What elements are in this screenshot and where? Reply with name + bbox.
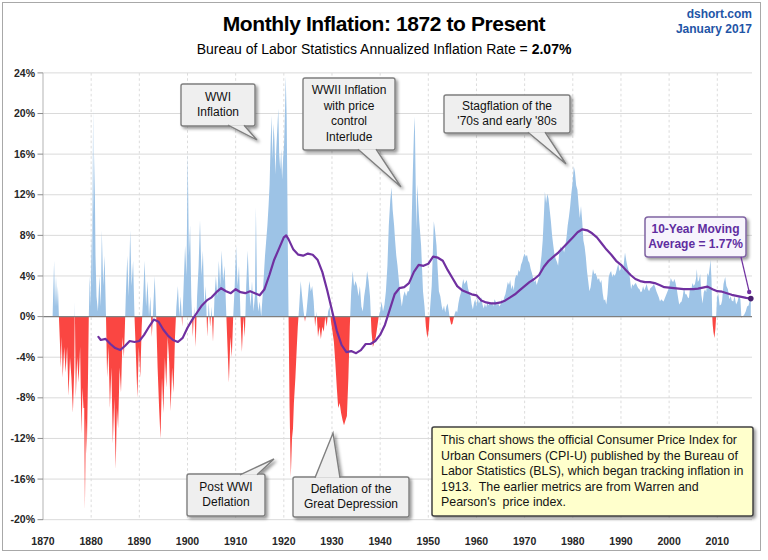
annotation-text: with price — [324, 99, 375, 115]
svg-text:0%: 0% — [20, 310, 36, 322]
chart-title: Monthly Inflation: 1872 to Present — [0, 12, 768, 36]
annotation-stagflation: Stagflation of the '70s and early '80s — [444, 95, 570, 133]
chart-subtitle-text: Bureau of Labor Statistics Annualized In… — [197, 41, 532, 57]
annotation-text: Average = 1.77% — [648, 237, 743, 253]
chart-subtitle-value: 2.07% — [532, 41, 572, 57]
svg-text:1880: 1880 — [80, 535, 104, 547]
annotation-text: control — [331, 114, 367, 130]
annotation-wwi-inflation: WWI Inflation — [181, 84, 255, 126]
annotation-text: Pearson's price index. — [441, 495, 566, 511]
svg-text:1900: 1900 — [176, 535, 200, 547]
svg-text:-4%: -4% — [16, 351, 35, 363]
annotation-text: Stagflation of the — [462, 99, 552, 115]
chart-page: 24% 20% 16% 12% 8% 4% 0% -4% -8% -12% -16% -20% 1870… — [0, 0, 768, 560]
svg-text:-8%: -8% — [16, 391, 35, 403]
svg-text:4%: 4% — [20, 270, 36, 282]
annotation-text: Deflation of the — [311, 482, 392, 498]
svg-text:1870: 1870 — [31, 535, 55, 547]
svg-text:12%: 12% — [14, 188, 36, 200]
svg-text:8%: 8% — [20, 229, 36, 241]
svg-text:1920: 1920 — [272, 535, 296, 547]
svg-text:1890: 1890 — [128, 535, 152, 547]
svg-text:1940: 1940 — [368, 535, 392, 547]
annotation-text: WWII Inflation — [312, 83, 387, 99]
svg-text:24%: 24% — [14, 67, 36, 79]
svg-text:20%: 20% — [14, 107, 36, 119]
annotation-text: Labor Statistics (BLS), which began trac… — [441, 464, 743, 480]
source-block: dshort.com January 2017 — [676, 7, 752, 37]
source-site: dshort.com — [676, 7, 752, 22]
svg-text:1980: 1980 — [561, 535, 585, 547]
annotation-text: This chart shows the official Consumer P… — [441, 433, 737, 449]
annotation-great-depression-deflation: Deflation of the Great Depression — [293, 477, 409, 517]
svg-text:1910: 1910 — [224, 535, 248, 547]
svg-text:-16%: -16% — [10, 473, 35, 485]
svg-text:1960: 1960 — [465, 535, 489, 547]
svg-text:16%: 16% — [14, 148, 36, 160]
annotation-text: '70s and early '80s — [457, 114, 556, 130]
svg-text:1930: 1930 — [320, 535, 344, 547]
annotation-post-wwi-deflation: Post WWI Deflation — [187, 474, 265, 516]
annotation-text: 10-Year Moving — [651, 222, 739, 238]
annotation-text: Interlude — [326, 130, 373, 146]
annotation-text: WWI — [205, 90, 231, 106]
annotation-text: Deflation — [202, 495, 249, 511]
annotation-text: Great Depression — [304, 497, 398, 513]
annotation-text: 1913. The earlier metrics are from Warre… — [441, 480, 699, 496]
annotation-text: Inflation — [197, 105, 239, 121]
annotation-text: Post WWI — [199, 480, 252, 496]
annotation-moving-average: 10-Year Moving Average = 1.77% — [645, 217, 746, 257]
svg-text:1950: 1950 — [417, 535, 441, 547]
annotation-source-note: This chart shows the official Consumer P… — [432, 427, 753, 516]
svg-text:2000: 2000 — [657, 535, 681, 547]
svg-text:2010: 2010 — [706, 535, 730, 547]
chart-subtitle: Bureau of Labor Statistics Annualized In… — [0, 41, 768, 57]
svg-text:1970: 1970 — [513, 535, 537, 547]
svg-text:-12%: -12% — [10, 432, 35, 444]
source-date: January 2017 — [676, 22, 752, 37]
svg-text:-20%: -20% — [10, 513, 35, 525]
annotation-wwii-inflation: WWII Inflation with price control Interl… — [303, 78, 395, 150]
annotation-text: Urban Consumers (CPI-U) published by the… — [441, 449, 738, 465]
svg-text:1990: 1990 — [609, 535, 633, 547]
